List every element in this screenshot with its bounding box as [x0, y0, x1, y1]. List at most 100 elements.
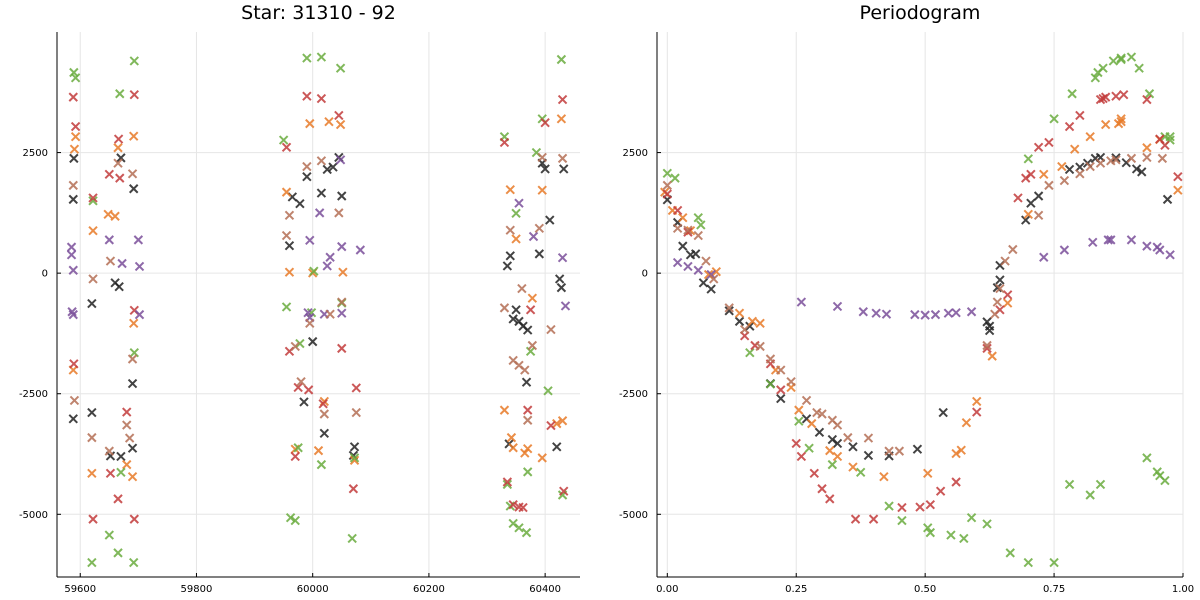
- data-point: [943, 308, 954, 318]
- data-point: [511, 305, 521, 315]
- data-point: [129, 56, 139, 66]
- data-point: [672, 257, 683, 268]
- data-point: [105, 256, 116, 266]
- data-point: [678, 241, 688, 251]
- data-point: [1126, 153, 1137, 164]
- data-point: [316, 156, 327, 166]
- data-point: [325, 252, 335, 262]
- data-point: [863, 450, 874, 461]
- data-point: [299, 397, 309, 407]
- data-point: [825, 445, 835, 456]
- data-point: [1090, 73, 1101, 83]
- data-point: [696, 220, 706, 230]
- series-3: [68, 89, 569, 524]
- data-point: [992, 297, 1003, 307]
- data-point: [814, 427, 825, 438]
- data-point: [560, 301, 571, 311]
- data-point: [499, 405, 510, 415]
- x-tick-label: 59600: [64, 584, 96, 595]
- data-point: [554, 274, 565, 284]
- data-point: [305, 235, 315, 246]
- data-point: [863, 433, 874, 443]
- data-point: [281, 302, 292, 312]
- data-point: [683, 261, 693, 272]
- data-point: [128, 131, 139, 141]
- data-point: [747, 316, 758, 327]
- data-point: [302, 91, 312, 101]
- data-point: [88, 226, 98, 236]
- data-point: [1067, 89, 1077, 99]
- data-point: [1131, 164, 1142, 174]
- data-point: [69, 359, 79, 369]
- series-5: [662, 152, 1168, 456]
- x-tick-label: 60000: [297, 584, 329, 595]
- data-point: [307, 336, 318, 347]
- data-point: [285, 512, 296, 523]
- y-tick-label: 2500: [623, 148, 648, 159]
- data-point: [1049, 557, 1059, 568]
- data-point: [284, 267, 295, 277]
- data-point: [806, 418, 817, 429]
- data-point: [505, 251, 515, 261]
- data-point: [113, 158, 123, 168]
- data-point: [355, 245, 366, 255]
- data-point: [1023, 557, 1033, 568]
- data-point: [514, 523, 524, 533]
- data-point: [1085, 131, 1095, 142]
- data-point: [546, 420, 556, 431]
- data-point: [1088, 237, 1098, 247]
- y-tick-label: -2500: [619, 389, 648, 400]
- data-point: [522, 444, 533, 454]
- data-point: [1142, 241, 1152, 251]
- periodogram-panel: 0.00 0.25 0.50 0.75 1.00 2500 0 -2500 -5000 Perio…: [619, 2, 1194, 595]
- data-point: [745, 321, 755, 331]
- data-point: [1100, 92, 1111, 102]
- data-point: [293, 443, 303, 453]
- data-point: [1118, 89, 1129, 100]
- data-point: [552, 418, 562, 429]
- data-point: [351, 383, 361, 393]
- data-point: [559, 486, 569, 496]
- data-point: [115, 89, 125, 99]
- data-point: [1165, 131, 1175, 142]
- data-point: [734, 308, 745, 318]
- data-point: [66, 242, 77, 252]
- data-point: [521, 377, 532, 387]
- data-points: [66, 52, 571, 568]
- data-point: [925, 499, 936, 510]
- y-tick-label: 2500: [23, 148, 48, 159]
- data-point: [128, 318, 139, 329]
- y-tick-label: -5000: [19, 510, 48, 521]
- data-point: [351, 407, 361, 418]
- data-point: [827, 459, 838, 470]
- series-4: [672, 235, 1175, 320]
- data-point: [281, 230, 292, 241]
- data-point: [115, 173, 125, 183]
- data-point: [987, 351, 997, 361]
- data-point: [290, 515, 300, 526]
- data-point: [128, 184, 139, 194]
- data-point: [662, 168, 673, 179]
- data-point: [1023, 154, 1033, 164]
- data-point: [88, 274, 98, 284]
- data-point: [295, 198, 305, 209]
- data-point: [951, 477, 961, 487]
- data-point: [1126, 52, 1137, 62]
- data-point: [328, 162, 338, 172]
- data-point: [127, 169, 138, 179]
- data-point: [1116, 117, 1126, 127]
- data-point: [1137, 167, 1147, 177]
- data-point: [881, 309, 892, 319]
- data-point: [683, 227, 693, 237]
- data-point: [1033, 191, 1044, 201]
- data-point: [796, 451, 807, 462]
- series-0: [662, 152, 1173, 461]
- data-point: [1059, 175, 1070, 186]
- data-point: [316, 52, 327, 62]
- data-point: [319, 428, 330, 438]
- data-point: [537, 185, 547, 195]
- data-point: [825, 494, 835, 504]
- data-point: [68, 180, 78, 191]
- data-point: [871, 308, 881, 318]
